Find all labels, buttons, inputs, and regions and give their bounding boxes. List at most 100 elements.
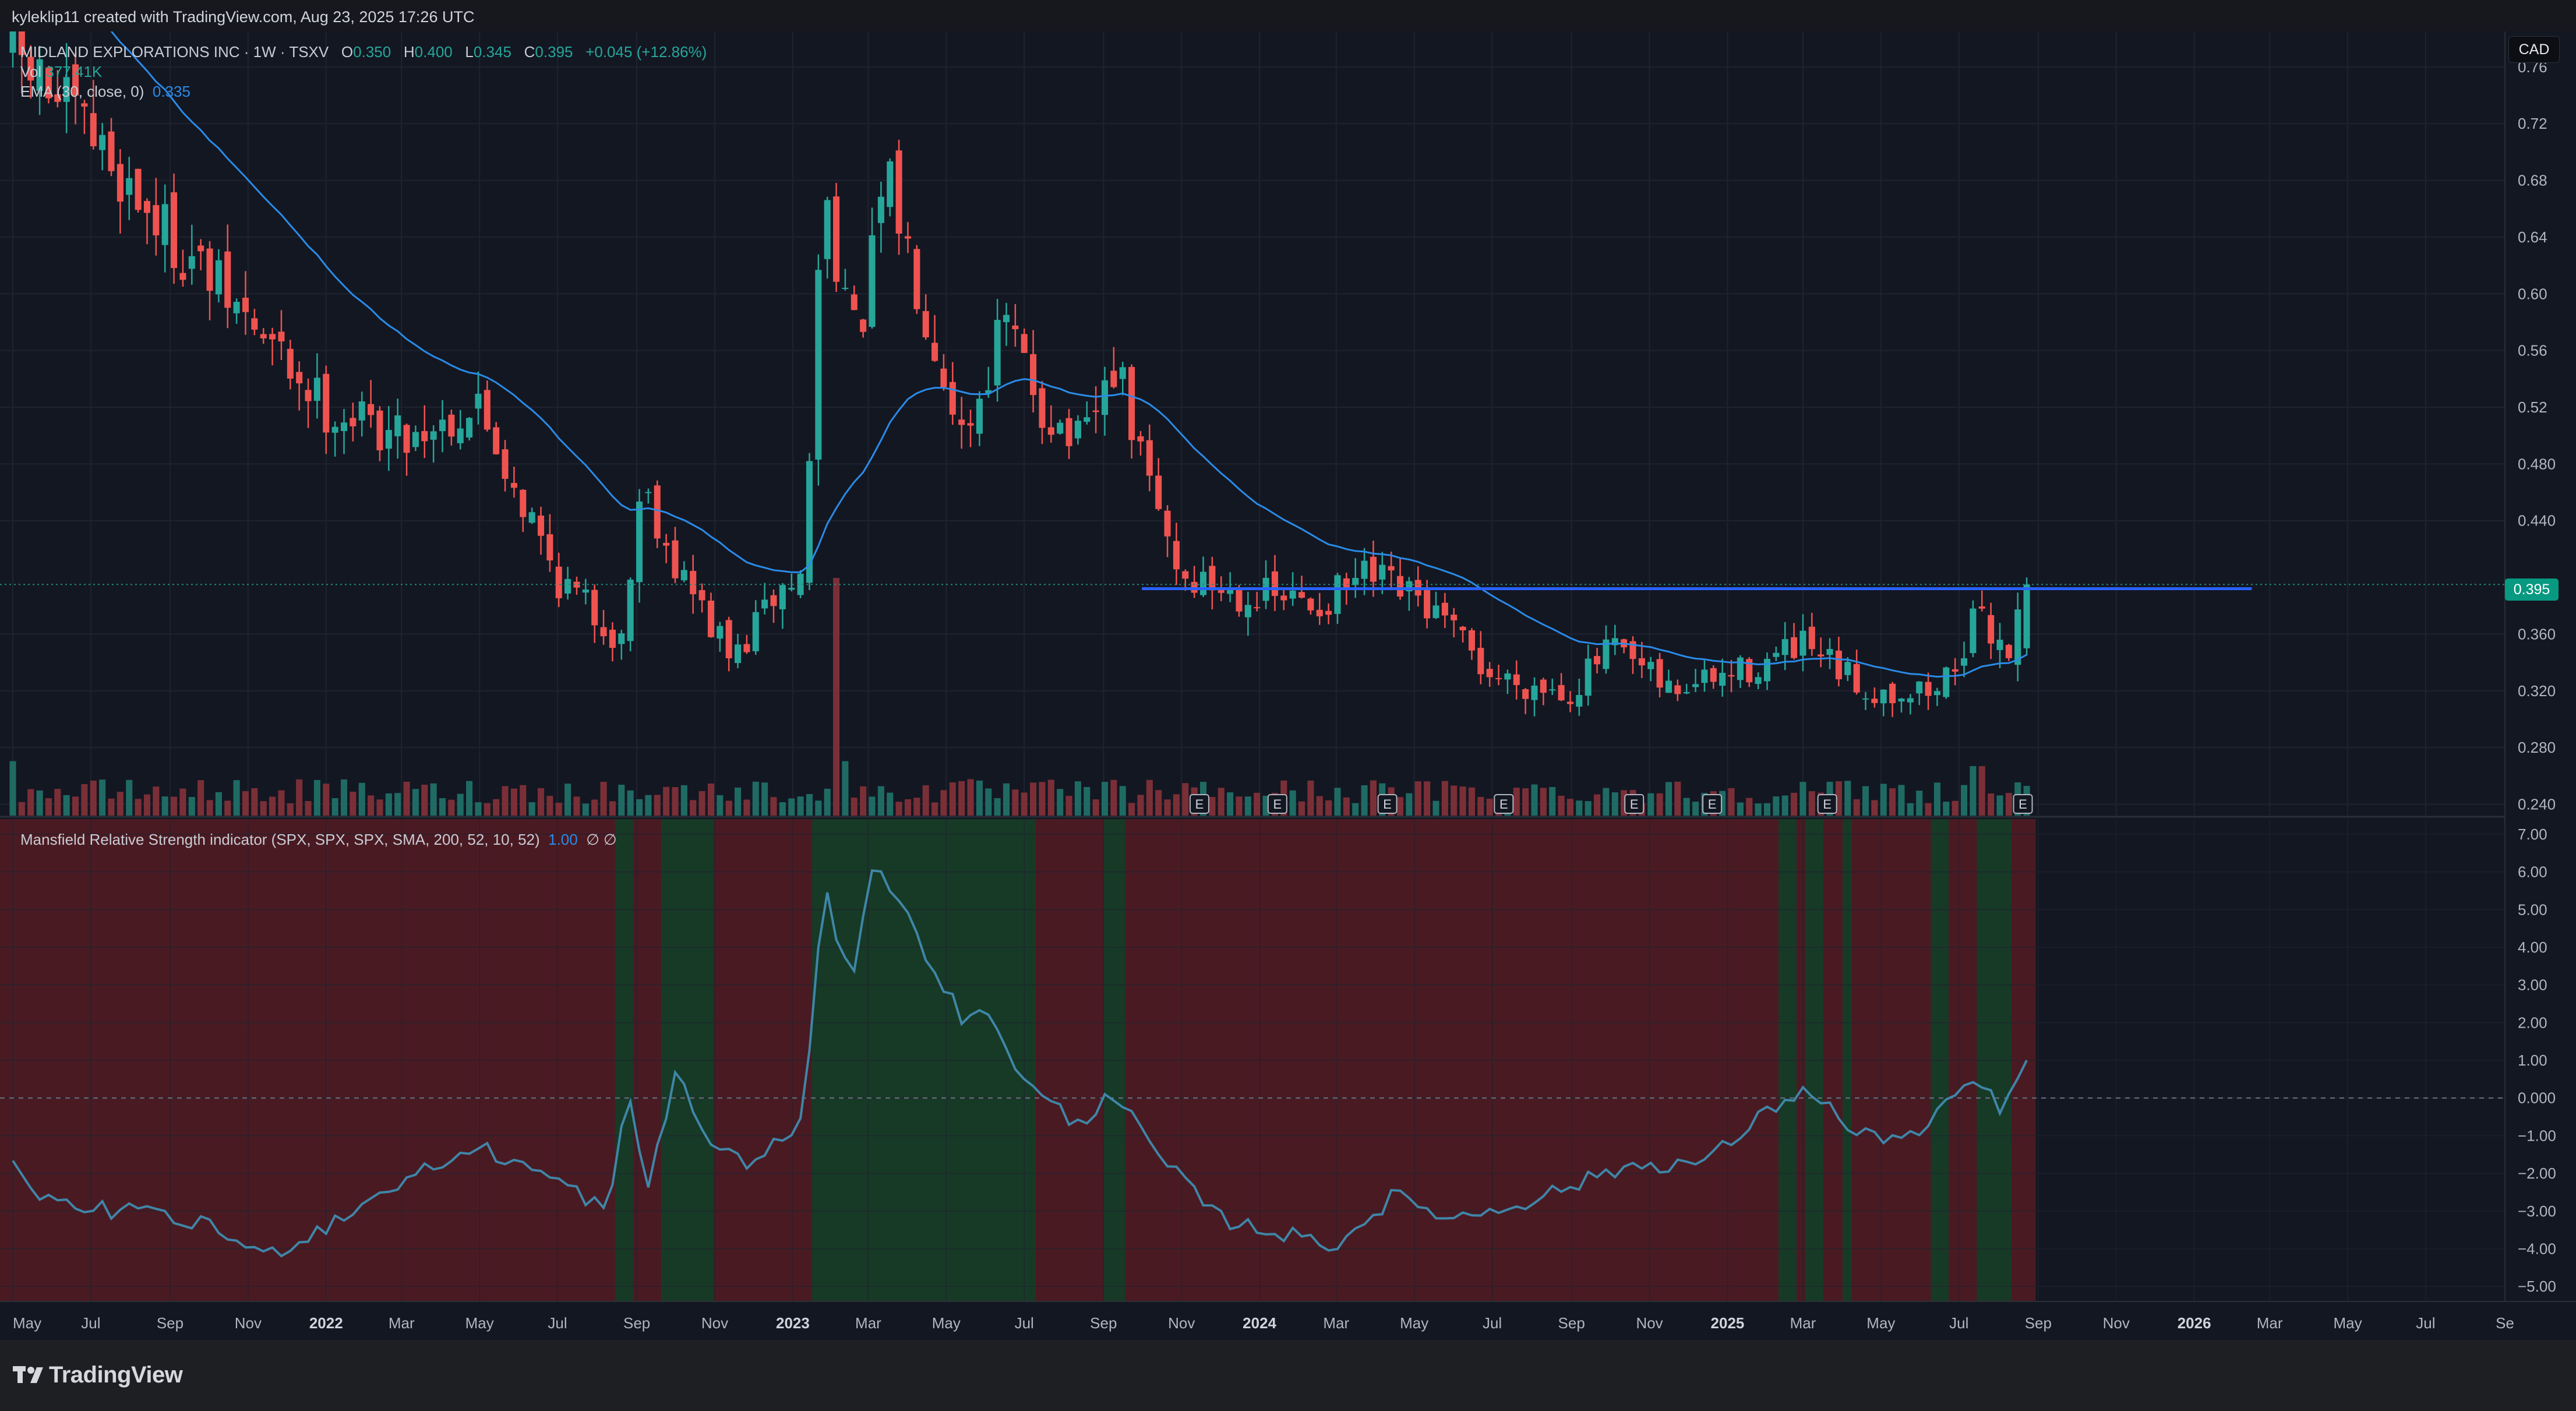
chart-canvas[interactable]: E E E E E E E E0.760.720.680.640.600.560.520.48… (0, 31, 2576, 1340)
candle-body[interactable] (887, 161, 894, 207)
candle-body[interactable] (1236, 587, 1243, 612)
candle-body[interactable] (1468, 630, 1475, 651)
candle-body[interactable] (1271, 571, 1278, 596)
candle-body[interactable] (493, 427, 500, 454)
earnings-marker[interactable] (1817, 794, 1837, 814)
candle-body[interactable] (636, 501, 643, 583)
candle-body[interactable] (1978, 606, 1985, 609)
candle-body[interactable] (1781, 639, 1788, 655)
candle-body[interactable] (1791, 637, 1798, 658)
candle-body[interactable] (994, 320, 1001, 386)
candle-body[interactable] (877, 196, 884, 223)
candle-body[interactable] (663, 542, 670, 546)
candle-body[interactable] (1244, 605, 1251, 618)
candle-body[interactable] (627, 579, 634, 641)
candle-body[interactable] (654, 485, 661, 539)
candle-body[interactable] (600, 627, 607, 637)
candle-body[interactable] (1585, 658, 1592, 696)
candle-body[interactable] (331, 426, 338, 433)
candle-body[interactable] (1199, 572, 1207, 595)
candle-body[interactable] (528, 512, 535, 523)
candle-body[interactable] (1996, 640, 2003, 650)
candle-body[interactable] (788, 588, 795, 590)
earnings-marker[interactable] (1624, 794, 1645, 814)
candle-body[interactable] (591, 590, 598, 626)
candle-body[interactable] (735, 644, 742, 664)
candle-body[interactable] (1504, 673, 1511, 680)
candle-body[interactable] (707, 600, 714, 637)
candle-body[interactable] (1746, 659, 1753, 683)
candle-body[interactable] (1343, 578, 1350, 589)
candle-body[interactable] (582, 589, 589, 593)
currency-badge[interactable]: CAD (2508, 36, 2560, 63)
candle-body[interactable] (358, 401, 365, 421)
candle-body[interactable] (1522, 689, 1529, 699)
candle-body[interactable] (1773, 652, 1780, 657)
candle-body[interactable] (913, 249, 920, 309)
candle-body[interactable] (1218, 590, 1225, 593)
candle-body[interactable] (609, 629, 616, 648)
candle-body[interactable] (940, 368, 947, 387)
candle-body[interactable] (895, 150, 902, 234)
candle-body[interactable] (1209, 566, 1216, 591)
candle-body[interactable] (1933, 691, 1940, 696)
candle-body[interactable] (958, 419, 965, 425)
candle-body[interactable] (1110, 371, 1117, 387)
candle-body[interactable] (1352, 577, 1359, 585)
volume-legend[interactable]: Vol 377.41K (20, 63, 102, 81)
candle-body[interactable] (1611, 638, 1618, 645)
candle-body[interactable] (1763, 658, 1771, 682)
candle-body[interactable] (135, 168, 142, 210)
candle-body[interactable] (1325, 611, 1332, 615)
candle-body[interactable] (1459, 626, 1466, 630)
candle-body[interactable] (72, 64, 79, 96)
candle-body[interactable] (1916, 681, 1923, 694)
candle-body[interactable] (1558, 685, 1565, 701)
candle-body[interactable] (1289, 590, 1296, 599)
candle-body[interactable] (1898, 699, 1905, 702)
candle-body[interactable] (1084, 417, 1091, 422)
candle-body[interactable] (1119, 367, 1126, 379)
earnings-marker[interactable] (1494, 794, 1514, 814)
candle-body[interactable] (520, 489, 527, 517)
candle-body[interactable] (1566, 701, 1574, 704)
candle-body[interactable] (904, 236, 912, 239)
candle-body[interactable] (743, 644, 750, 652)
candle-body[interactable] (1074, 421, 1081, 439)
candle-body[interactable] (126, 178, 133, 195)
candle-body[interactable] (1728, 675, 1735, 677)
candle-body[interactable] (1799, 630, 1806, 656)
candle-body[interactable] (1477, 648, 1484, 675)
mrs-line[interactable] (12, 869, 2028, 1258)
candle-body[interactable] (143, 200, 151, 213)
candle-body[interactable] (242, 297, 249, 312)
candle-body[interactable] (421, 431, 428, 442)
symbol-title[interactable]: MIDLAND EXPLORATIONS INC · 1W · TSXV (20, 43, 329, 61)
candle-body[interactable] (385, 430, 392, 449)
candle-body[interactable] (1012, 325, 1019, 330)
candle-body[interactable] (1047, 427, 1054, 435)
candle-body[interactable] (215, 260, 222, 295)
candle-body[interactable] (1629, 641, 1636, 659)
candle-body[interactable] (1057, 422, 1064, 434)
candle-body[interactable] (1227, 587, 1234, 594)
candle-body[interactable] (672, 540, 679, 578)
candle-body[interactable] (171, 192, 178, 269)
candle-body[interactable] (278, 331, 285, 341)
candle-body[interactable] (1101, 380, 1109, 415)
candle-body[interactable] (555, 566, 562, 598)
candle-body[interactable] (161, 204, 168, 245)
candle-body[interactable] (1970, 608, 1977, 654)
candle-body[interactable] (502, 449, 509, 479)
candle-body[interactable] (1146, 440, 1153, 476)
candle-body[interactable] (1701, 669, 1708, 683)
candle-body[interactable] (81, 103, 88, 107)
candle-body[interactable] (573, 581, 580, 588)
candle-body[interactable] (1164, 510, 1171, 537)
candle-body[interactable] (1379, 565, 1386, 580)
candle-body[interactable] (323, 373, 330, 433)
candle-body[interactable] (269, 334, 276, 340)
candle-body[interactable] (206, 248, 213, 291)
candle-body[interactable] (1710, 668, 1717, 682)
candle-body[interactable] (197, 245, 204, 252)
